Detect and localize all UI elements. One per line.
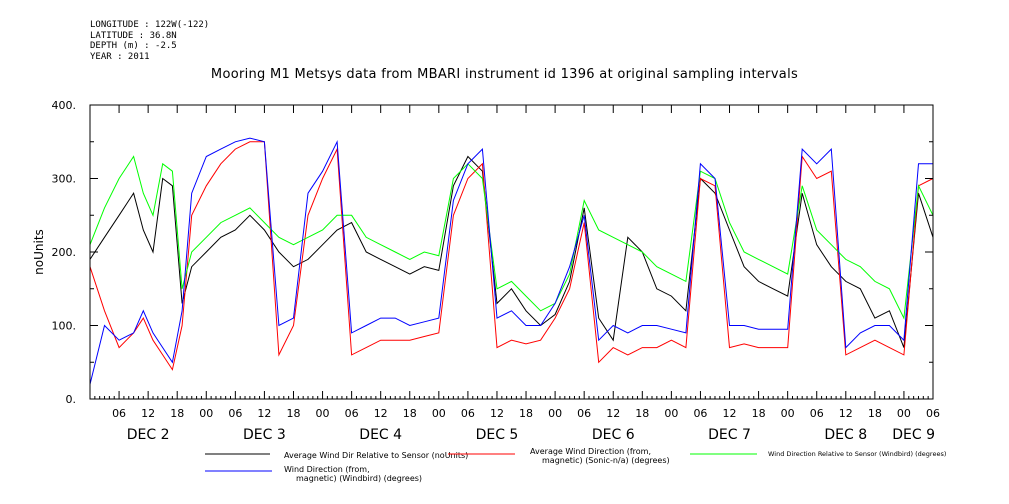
x-tick-label: 00 (199, 407, 213, 420)
x-day-label: DEC 6 (592, 427, 635, 443)
x-day-label: DEC 7 (708, 427, 751, 443)
latitude-label: LATITUDE : 36.8N (90, 30, 177, 41)
x-tick-label: 06 (577, 407, 591, 420)
x-tick-label: 18 (286, 407, 300, 420)
y-tick-label: 300. (52, 173, 77, 186)
depth-label: DEPTH (m) : -2.5 (90, 41, 177, 51)
x-tick-label: 06 (810, 407, 824, 420)
x-tick-label: 12 (839, 407, 853, 420)
x-tick-label: 12 (374, 407, 388, 420)
plot-frame (89, 104, 934, 400)
x-tick-label: 12 (723, 407, 737, 420)
legend-label: Wind Direction Relative to Sensor (Windb… (768, 450, 946, 458)
x-tick-label: 18 (519, 407, 533, 420)
x-tick-label: 18 (403, 407, 417, 420)
x-tick-label: 18 (752, 407, 766, 420)
x-tick-label: 00 (316, 407, 330, 420)
x-tick-label: 12 (606, 407, 620, 420)
x-tick-label: 06 (112, 407, 126, 420)
x-axis: 06 12 18 00 06 12 18 00 06 12 18 00 06 12 18 00 06 12 18 00… (94, 105, 940, 443)
series-line-1 (89, 155, 934, 348)
y-tick-label: 0. (66, 393, 77, 406)
x-tick-label: 00 (432, 407, 446, 420)
longitude-label: LONGITUDE : 122W(-122) (90, 20, 210, 30)
x-tick-label: 00 (664, 407, 678, 420)
x-tick-label: 18 (170, 407, 184, 420)
y-tick-label: 400. (52, 99, 77, 112)
x-tick-label: 06 (461, 407, 475, 420)
x-tick-label: 18 (635, 407, 649, 420)
year-label: YEAR : 2011 (90, 51, 150, 62)
legend: Average Wind Dir Relative to Sensor (noU… (205, 447, 946, 483)
series-line-2 (89, 141, 934, 371)
x-day-label: DEC 2 (127, 427, 170, 443)
x-tick-label: 18 (868, 407, 882, 420)
legend-label: Average Wind Direction (from, magnetic) (… (530, 447, 670, 465)
y-tick-label: 200. (52, 246, 77, 259)
series-line-4 (89, 137, 933, 385)
x-day-label: DEC 8 (824, 427, 867, 443)
plot-lines (89, 137, 934, 385)
x-tick-label: 00 (897, 407, 911, 420)
y-axis: 0. 100. 200. 300. 400. (52, 99, 933, 406)
x-tick-label: 06 (693, 407, 707, 420)
x-tick-label: 06 (345, 407, 359, 420)
x-tick-label: 12 (490, 407, 504, 420)
station-metadata: LONGITUDE : 122W(-122) LATITUDE : 36.8N … (90, 20, 209, 62)
series-line-3 (89, 155, 934, 320)
x-tick-label: 06 (926, 407, 940, 420)
x-day-label: DEC 5 (476, 427, 519, 443)
x-tick-label: 12 (141, 407, 155, 420)
legend-label: Wind Direction (from, magnetic) (Windbird… (284, 465, 422, 483)
y-tick-label: 100. (52, 320, 77, 333)
chart-title: Mooring M1 Metsys data from MBARI instru… (210, 67, 799, 82)
x-day-label: DEC 4 (359, 427, 402, 443)
x-tick-label: 12 (257, 407, 271, 420)
x-tick-label: 00 (548, 407, 562, 420)
x-day-label: DEC 9 (892, 427, 935, 443)
x-day-label: DEC 3 (243, 427, 286, 443)
legend-label: Average Wind Dir Relative to Sensor (noU… (284, 451, 468, 460)
y-axis-label: noUnits (32, 229, 46, 275)
x-tick-label: 06 (228, 407, 242, 420)
x-tick-label: 00 (781, 407, 795, 420)
